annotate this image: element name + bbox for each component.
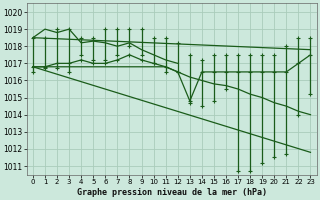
X-axis label: Graphe pression niveau de la mer (hPa): Graphe pression niveau de la mer (hPa) xyxy=(77,188,267,197)
